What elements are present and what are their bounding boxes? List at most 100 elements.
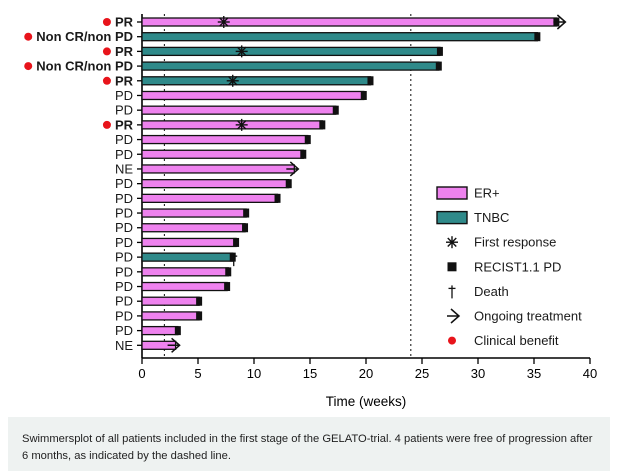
- row-label: NE: [115, 338, 133, 353]
- bar-er-positive: [141, 134, 309, 145]
- row-label: PD: [115, 103, 133, 118]
- row-label: PD: [115, 191, 133, 206]
- row-label: PD: [115, 264, 133, 279]
- bar-er-positive: [141, 164, 295, 174]
- patient-row: PD: [115, 294, 203, 309]
- pd-marker: [225, 267, 232, 277]
- legend-item: RECIST1.1 PD: [447, 259, 561, 274]
- patient-row: PD: [115, 264, 232, 279]
- patient-row: PD: [115, 88, 367, 103]
- row-label: PR: [115, 117, 134, 132]
- death-marker: [230, 253, 238, 267]
- first-response-marker: [217, 16, 230, 28]
- first-response-marker: [235, 45, 248, 58]
- ongoing-arrow: [286, 161, 300, 177]
- x-tick-label: 0: [138, 366, 145, 381]
- legend-dagger-icon: [448, 285, 456, 299]
- bar-er-positive: [141, 149, 304, 159]
- bar-tnbc: [141, 76, 372, 86]
- legend-item: TNBC: [436, 210, 509, 225]
- legend-asterisk-icon: [446, 236, 458, 249]
- pd-marker: [285, 179, 292, 189]
- bar-er-positive: [141, 208, 247, 218]
- first-response-marker-stroke: [227, 76, 238, 86]
- pd-marker: [196, 296, 203, 306]
- bar-er-positive: [141, 281, 228, 292]
- row-label: PR: [115, 44, 134, 59]
- x-tick-label: 15: [303, 366, 317, 381]
- pd-marker: [274, 193, 281, 203]
- pd-marker: [435, 61, 442, 71]
- legend-label: TNBC: [474, 210, 509, 225]
- legend-item: Clinical benefit: [448, 333, 559, 348]
- row-label: PD: [115, 220, 133, 235]
- bar-er-positive: [141, 296, 200, 306]
- pd-marker: [319, 120, 326, 130]
- row-label: PR: [115, 73, 134, 88]
- legend-label: Clinical benefit: [474, 333, 559, 348]
- row-label: PD: [115, 250, 133, 265]
- pd-marker: [174, 326, 181, 336]
- x-tick-label: 25: [415, 366, 429, 381]
- row-label: PD: [115, 206, 133, 221]
- patient-row: PD: [115, 103, 339, 118]
- row-label: PD: [115, 132, 133, 147]
- patient-row: PD: [115, 206, 250, 221]
- row-label: PD: [115, 308, 133, 323]
- patient-row: PD: [115, 279, 231, 294]
- clinical-benefit-dot: [102, 47, 111, 56]
- patient-row: PR: [102, 73, 374, 88]
- row-label: PR: [115, 15, 134, 30]
- pd-marker: [436, 46, 443, 56]
- first-response-marker-stroke: [219, 17, 229, 27]
- legend-label: ER+: [474, 186, 500, 201]
- clinical-benefit-dot: [102, 76, 111, 85]
- legend-asterisk-icon-stroke: [447, 237, 457, 247]
- clinical-benefit-dot: [24, 62, 33, 71]
- first-response-marker-stroke: [236, 120, 247, 130]
- row-label: PD: [115, 176, 133, 191]
- pd-marker: [332, 105, 339, 115]
- legend-label: Death: [474, 284, 509, 299]
- pd-marker: [367, 76, 374, 86]
- legend-swatch-tnbc: [436, 210, 468, 225]
- bar-er-positive: [141, 120, 323, 130]
- patient-row: PR: [102, 117, 326, 132]
- pd-marker: [229, 252, 236, 262]
- bar-er-positive: [141, 90, 365, 101]
- bar-tnbc: [141, 252, 234, 262]
- row-label: PD: [115, 323, 133, 338]
- row-label: PD: [115, 279, 133, 294]
- patient-row: PR: [102, 14, 567, 30]
- bar-er-positive: [141, 237, 237, 248]
- patient-row: PD: [115, 235, 240, 250]
- patient-row: Non CR/non PD: [24, 59, 442, 74]
- ongoing-arrow: [167, 337, 181, 353]
- legend-arrow-icon: [447, 308, 461, 324]
- bar-er-positive: [141, 105, 337, 115]
- bar-er-positive: [141, 325, 179, 336]
- legend-label: RECIST1.1 PD: [474, 259, 561, 274]
- patient-row: PD: [115, 176, 292, 191]
- row-label: PD: [115, 147, 133, 162]
- x-tick-label: 20: [359, 366, 373, 381]
- patient-row: Non CR/non PD: [24, 29, 541, 44]
- bar-er-positive: [141, 267, 229, 277]
- legend-item: ER+: [436, 186, 500, 201]
- first-response-marker-stroke: [236, 46, 247, 57]
- x-tick-label: 10: [247, 366, 261, 381]
- bar-tnbc: [141, 61, 440, 71]
- pd-marker: [242, 223, 249, 233]
- pd-marker: [233, 237, 240, 247]
- bar-tnbc: [141, 46, 441, 57]
- row-label: PD: [115, 235, 133, 250]
- patient-row: PD: [115, 147, 307, 162]
- pd-marker: [360, 90, 367, 100]
- legend: ER+ TNBC First response RECIST1.1 PD Death On…: [436, 186, 582, 348]
- bar-er-positive: [141, 311, 200, 321]
- legend-square-icon: [447, 262, 457, 272]
- bar-er-positive: [141, 179, 290, 189]
- row-label: PD: [115, 294, 133, 309]
- pd-marker: [196, 311, 203, 321]
